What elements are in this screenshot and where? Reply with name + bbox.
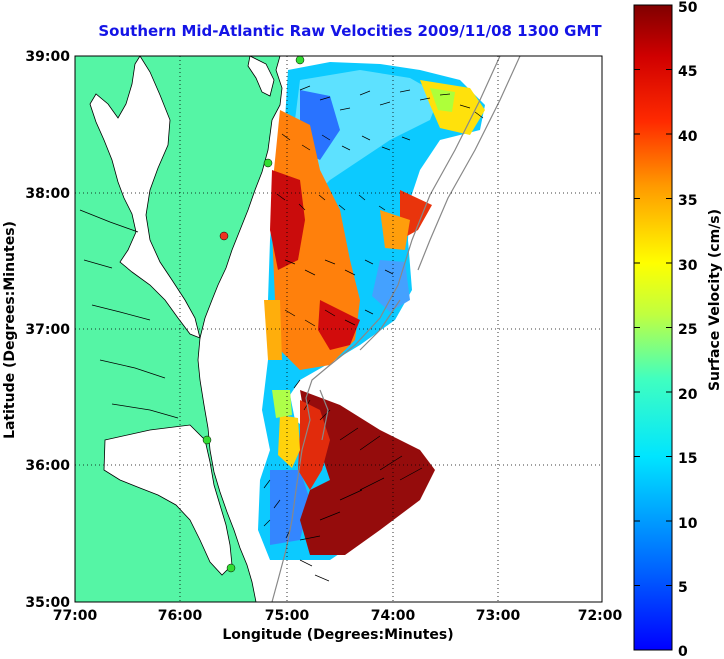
x-tick-label: 77:00 — [53, 608, 98, 624]
bathymetry-contour — [271, 56, 501, 602]
x-tick-label: 73:00 — [476, 608, 521, 624]
chesapeake-bay — [89, 56, 201, 339]
rivers — [79, 209, 179, 419]
colorbar-tick-label: 0 — [678, 644, 688, 659]
x-tick-label: 76:00 — [158, 608, 203, 624]
colorbar-tick-label: 45 — [678, 64, 697, 80]
y-tick-label: 39:00 — [25, 49, 70, 65]
station-marker — [295, 56, 305, 65]
x-axis-label: Longitude (Degrees:Minutes) — [222, 627, 453, 643]
colorbar — [633, 4, 673, 651]
colorbar-tick-label: 20 — [678, 387, 698, 403]
x-tick-label: 75:00 — [265, 608, 310, 624]
station-marker — [226, 563, 236, 573]
colorbar-tick-label: 50 — [678, 0, 698, 16]
velocity-arrows — [263, 85, 484, 582]
colorbar-ticks — [634, 4, 672, 586]
plot-frame — [74, 55, 603, 603]
grid-lines — [75, 56, 602, 602]
y-tick-label: 37:00 — [25, 322, 70, 338]
colorbar-tick-label: 35 — [678, 193, 697, 209]
colorbar-label: Surface Velocity (cm/s) — [707, 209, 723, 391]
colorbar-tick-label: 25 — [678, 322, 697, 338]
y-tick-label: 38:00 — [25, 186, 70, 202]
map-title: Southern Mid-Atlantic Raw Velocities 200… — [98, 22, 602, 40]
station-marker — [263, 158, 273, 168]
y-tick-label: 35:00 — [25, 595, 70, 611]
colorbar-tick-label: 5 — [678, 580, 688, 596]
colorbar-tick-label: 30 — [678, 258, 698, 274]
y-tick-label: 36:00 — [25, 458, 70, 474]
station-marker-alt — [219, 231, 229, 241]
bathymetry-contour-outer — [319, 56, 521, 441]
x-tick-label: 74:00 — [371, 608, 416, 624]
delaware-bay — [247, 56, 275, 97]
station-marker — [202, 435, 212, 445]
colorbar-tick-label: 15 — [678, 451, 697, 467]
x-tick-label: 72:00 — [578, 608, 623, 624]
colorbar-tick-label: 40 — [678, 129, 698, 145]
y-axis-label: Latitude (Degrees:Minutes) — [2, 221, 18, 439]
colorbar-tick-label: 10 — [678, 516, 698, 532]
